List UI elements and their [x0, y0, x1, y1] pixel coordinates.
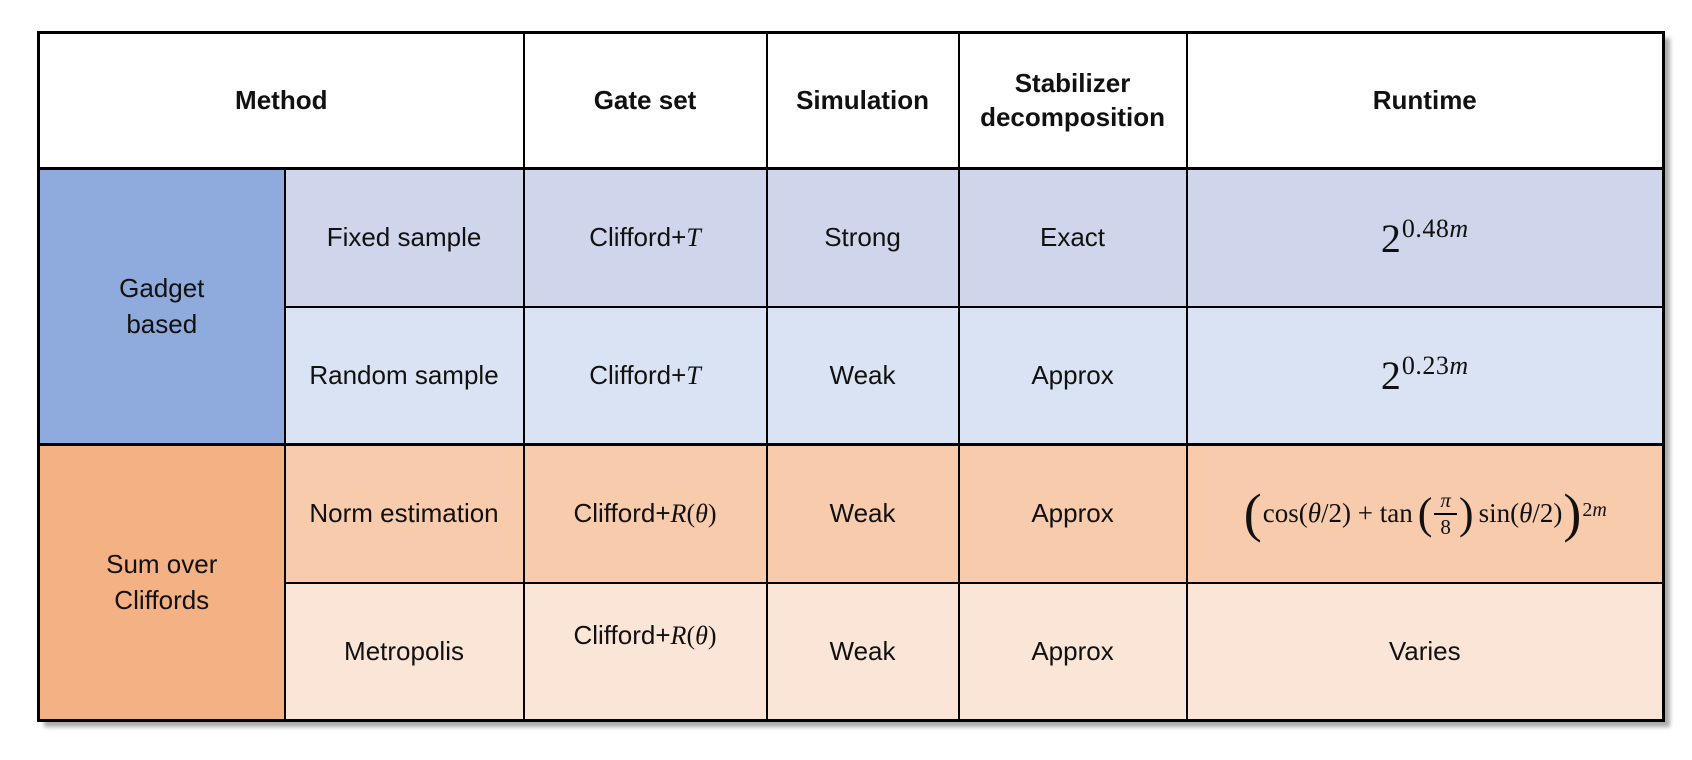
gate-prefix: Clifford+	[573, 498, 671, 529]
method-label: Fixed sample	[326, 222, 482, 253]
fraction-denominator-8: 8	[1440, 514, 1451, 539]
header-label-stabilizer-decomposition: Stabilizer decomposition	[980, 67, 1165, 132]
cell-runtime: 20.48m	[1185, 167, 1665, 308]
exponent-number: 2	[1582, 498, 1593, 521]
gate-variable: T	[686, 223, 701, 253]
formula-cos: cos(	[1262, 498, 1308, 529]
formula-theta: θ	[1307, 498, 1321, 529]
gate-paren-open: (	[686, 620, 696, 650]
formula-sin-close: /2)	[1532, 498, 1563, 529]
formula-sin: sin(	[1478, 498, 1520, 529]
cell-runtime: 20.23m	[1185, 305, 1665, 446]
gate-set-value: Clifford+R(θ)	[573, 498, 716, 528]
stabilizer-value: Approx	[1031, 635, 1114, 666]
cell-simulation: Strong	[765, 167, 960, 308]
cell-stabilizer: Approx	[957, 305, 1188, 446]
group-label-sum-over-cliffords: Sum over Cliffords	[106, 549, 218, 615]
row-metropolis: Metropolis Clifford+R(θ) Weak Approx Var…	[38, 581, 1665, 722]
formula-open-paren: (	[1243, 482, 1262, 543]
row-fixed-sample: Gadget based Fixed sample Clifford+T Str…	[37, 167, 1665, 446]
row-norm-estimation: Sum over Cliffords Norm estimation Cliff…	[37, 443, 1665, 722]
formula-theta: θ	[1519, 498, 1533, 529]
formula-inner-open-paren: (	[1417, 489, 1433, 539]
exponent-number: 0.23	[1401, 351, 1450, 381]
formula-close-paren: )	[1563, 482, 1582, 543]
header-cell-runtime: Runtime	[1185, 31, 1665, 170]
power-exponent: 0.23m	[1402, 351, 1469, 380]
gate-prefix: Clifford+	[589, 359, 687, 390]
stabilizer-value: Approx	[1031, 498, 1114, 529]
gate-variable: T	[686, 360, 701, 390]
gate-paren-close: )	[707, 620, 717, 650]
header-cell-gate-set: Gate set	[522, 31, 768, 170]
power-base: 2	[1380, 215, 1401, 261]
exponent-number: 0.48	[1401, 213, 1450, 243]
formula-inner-close-paren: )	[1458, 489, 1474, 539]
runtime-text: Varies	[1388, 635, 1461, 666]
exponent-variable: m	[1449, 351, 1469, 381]
header-cell-stabilizer-decomposition: Stabilizer decomposition	[957, 31, 1188, 170]
gate-variable: R	[670, 620, 687, 650]
simulation-value: Weak	[829, 498, 896, 529]
header-label-method: Method	[235, 84, 328, 115]
stabilizer-value: Exact	[1040, 222, 1106, 253]
cell-gate-set: Clifford+T	[522, 167, 768, 308]
group-cell-sum-over-cliffords: Sum over Cliffords	[37, 443, 286, 722]
method-label: Metropolis	[344, 635, 464, 666]
formula-plus-tan: /2) + tan	[1321, 498, 1413, 529]
gate-paren-open: (	[686, 499, 696, 529]
header-label-gate-set: Gate set	[593, 84, 697, 115]
method-label: Norm estimation	[309, 498, 499, 529]
gate-set-value: Clifford+R(θ)	[573, 620, 716, 651]
gate-prefix: Clifford+	[573, 619, 671, 650]
fraction-numerator-pi: π	[1434, 488, 1457, 515]
simulation-value: Weak	[829, 635, 896, 666]
cell-method-norm-estimation: Norm estimation	[283, 443, 525, 584]
group-label-gadget-based: Gadget based	[119, 273, 205, 339]
cell-gate-set: Clifford+R(θ)	[522, 443, 768, 584]
stabilizer-value: Approx	[1031, 359, 1114, 390]
cell-stabilizer: Approx	[957, 581, 1188, 722]
cell-simulation: Weak	[765, 581, 960, 722]
power-exponent: 0.48m	[1402, 214, 1469, 243]
simulation-value: Strong	[824, 222, 901, 253]
cell-method-random-sample: Random sample	[283, 305, 525, 446]
cell-stabilizer: Approx	[957, 443, 1188, 584]
cell-gate-set: Clifford+R(θ)	[522, 581, 768, 722]
cell-method-metropolis: Metropolis	[283, 581, 525, 722]
runtime-power-expression: 20.48m	[1381, 214, 1469, 261]
method-label: Random sample	[309, 359, 499, 390]
gate-prefix: Clifford+	[589, 222, 687, 253]
header-cell-method: Method	[37, 31, 525, 170]
cell-gate-set: Clifford+T	[522, 305, 768, 446]
gate-variable: R	[670, 499, 687, 529]
runtime-power-expression: 20.23m	[1381, 351, 1469, 398]
cell-runtime: Varies	[1185, 581, 1665, 722]
row-random-sample: Random sample Clifford+T Weak Approx 20.…	[38, 305, 1665, 446]
gate-theta: θ	[695, 499, 708, 529]
comparison-table: Method Gate set Simulation Stabilizer de…	[37, 31, 1666, 722]
header-label-simulation: Simulation	[796, 84, 929, 115]
power-base: 2	[1380, 353, 1401, 399]
cell-simulation: Weak	[765, 443, 960, 584]
exponent-variable: m	[1592, 498, 1607, 521]
header-cell-simulation: Simulation	[765, 31, 960, 170]
exponent-variable: m	[1449, 213, 1469, 243]
header-label-runtime: Runtime	[1372, 84, 1477, 115]
formula-exponent: 2m	[1582, 499, 1606, 522]
group-cell-gadget-based: Gadget based	[37, 167, 286, 446]
gate-set-value: Clifford+T	[589, 360, 701, 390]
gate-theta: θ	[695, 620, 708, 650]
gate-paren-close: )	[707, 499, 717, 529]
header-row: Method Gate set Simulation Stabilizer de…	[37, 31, 1665, 170]
cell-method-fixed-sample: Fixed sample	[283, 167, 525, 308]
cell-simulation: Weak	[765, 305, 960, 446]
cell-stabilizer: Exact	[957, 167, 1188, 308]
simulation-value: Weak	[829, 359, 896, 390]
gate-set-value: Clifford+T	[589, 222, 701, 252]
